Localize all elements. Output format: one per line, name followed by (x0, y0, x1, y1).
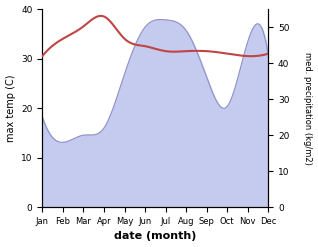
Y-axis label: max temp (C): max temp (C) (5, 74, 16, 142)
Y-axis label: med. precipitation (kg/m2): med. precipitation (kg/m2) (303, 52, 313, 165)
X-axis label: date (month): date (month) (114, 231, 197, 242)
